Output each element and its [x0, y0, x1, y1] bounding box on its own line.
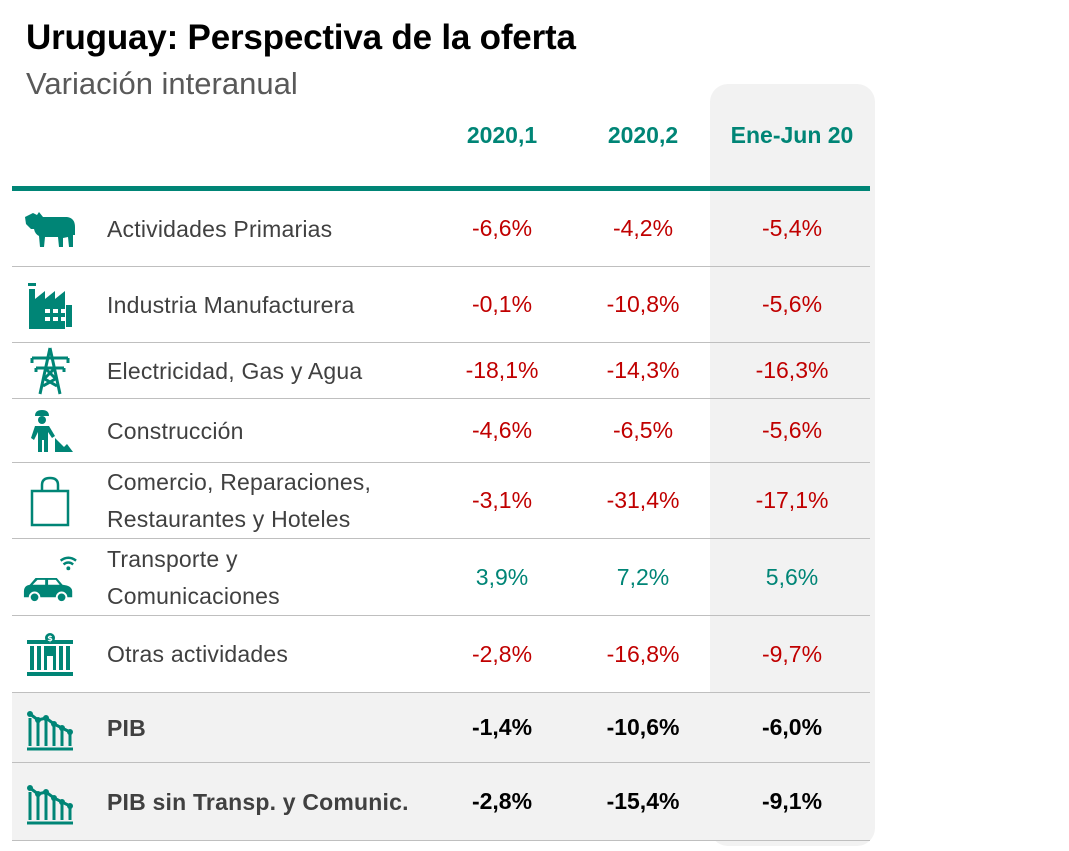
row-label-line: Comercio, Reparaciones,	[107, 469, 372, 495]
page-title: Uruguay: Perspectiva de la oferta	[26, 18, 576, 57]
row-value: -6,5%	[612, 417, 674, 443]
row-value: -4,2%	[612, 215, 674, 241]
car-wifi-icon	[22, 554, 78, 603]
row-value: 3,9%	[475, 563, 529, 590]
row-value: -17,1%	[755, 487, 829, 513]
row-label: Electricidad, Gas y Agua	[107, 353, 362, 390]
row-value: -4,6%	[471, 417, 533, 443]
row-value: -5,6%	[761, 417, 823, 443]
row-divider	[12, 761, 870, 763]
table-row: Industria Manufacturera -0,1% -10,8% -5,6%	[12, 267, 870, 343]
row-label: Actividades Primarias	[107, 211, 332, 248]
row-value: -2,8%	[471, 788, 533, 814]
table-row: Construcción -4,6% -6,5% -5,6%	[12, 399, 870, 463]
row-label-line: Restaurantes y Hoteles	[107, 506, 351, 532]
bar-chart-icon	[22, 778, 78, 826]
row-label-line: Transporte y	[107, 545, 238, 572]
row-divider	[12, 614, 870, 616]
row-value: -9,7%	[761, 640, 823, 667]
row-label: PIB	[107, 710, 146, 747]
row-value: -3,1%	[471, 487, 533, 513]
construction-worker-icon	[22, 407, 78, 455]
table-row: Transporte y Comunicaciones 3,9% 7,2% 5,6%	[12, 539, 870, 616]
row-label-line: PIB sin Transp. y Comunic.	[107, 788, 409, 815]
bank-building-icon: $	[22, 631, 78, 679]
row-divider	[12, 397, 870, 399]
table-row: Actividades Primarias -6,6% -4,2% -5,4%	[12, 191, 870, 267]
power-tower-icon	[22, 347, 78, 395]
row-label-line: Comunicaciones	[107, 582, 280, 609]
row-value: -14,3%	[606, 357, 680, 383]
row-value: -1,4%	[471, 714, 533, 740]
row-label-line: PIB	[107, 714, 146, 741]
row-label-line: Otras actividades	[107, 641, 289, 667]
row-value: -10,6%	[606, 714, 680, 740]
row-value: -15,4%	[606, 788, 680, 814]
row-value: 5,6%	[765, 563, 819, 590]
shopping-bag-icon	[22, 476, 78, 527]
column-header-2020-1: 2020,1	[466, 122, 538, 148]
bar-chart-icon	[22, 704, 78, 752]
header-divider	[12, 186, 870, 191]
row-label-line: Actividades Primarias	[107, 215, 333, 242]
row-value: -18,1%	[465, 357, 539, 383]
row-divider	[12, 461, 870, 463]
row-divider	[12, 839, 870, 841]
table-row: Electricidad, Gas y Agua -18,1% -14,3% -16,…	[12, 343, 870, 399]
row-divider	[12, 691, 870, 693]
table-row: Comercio, Reparaciones, Restaurantes y Ho…	[12, 463, 870, 539]
row-divider	[12, 341, 870, 343]
row-value: -2,8%	[471, 640, 533, 667]
row-value: -31,4%	[606, 487, 680, 513]
row-label: Construcción	[107, 413, 244, 450]
row-value: -10,8%	[606, 291, 680, 317]
row-label-line: Construcción	[107, 417, 244, 444]
table-row: $ Otras actividades -2,8% -16,8% -9,7%	[12, 616, 870, 693]
row-value: 7,2%	[616, 563, 670, 590]
row-value: -6,6%	[471, 215, 533, 241]
row-label-line: Industria Manufacturera	[107, 291, 355, 318]
row-divider	[12, 265, 870, 267]
row-value: -9,1%	[761, 788, 823, 814]
svg-text:$: $	[47, 634, 53, 643]
row-label-line: Electricidad, Gas y Agua	[107, 357, 363, 384]
row-label: Comercio, Reparaciones, Restaurantes y Ho…	[107, 464, 371, 538]
row-value: -6,0%	[761, 714, 823, 740]
row-value: -16,8%	[606, 640, 680, 667]
row-value: -5,4%	[761, 215, 823, 241]
table-row: PIB -1,4% -10,6% -6,0%	[12, 693, 870, 763]
column-header-ene-jun-20: Ene-Jun 20	[730, 122, 854, 148]
cow-icon	[22, 205, 78, 253]
row-label: Transporte y Comunicaciones	[107, 541, 280, 615]
column-header-2020-2: 2020,2	[607, 122, 679, 148]
row-label: Otras actividades	[107, 636, 288, 673]
row-value: -16,3%	[755, 357, 829, 383]
row-divider	[12, 537, 870, 539]
row-label: PIB sin Transp. y Comunic.	[107, 784, 409, 821]
table-row: PIB sin Transp. y Comunic. -2,8% -15,4% -9,…	[12, 763, 870, 841]
page-subtitle: Variación interanual	[26, 66, 298, 101]
row-value: -0,1%	[471, 291, 533, 317]
row-value: -5,6%	[761, 291, 823, 317]
row-label: Industria Manufacturera	[107, 287, 355, 324]
factory-icon	[22, 281, 78, 329]
